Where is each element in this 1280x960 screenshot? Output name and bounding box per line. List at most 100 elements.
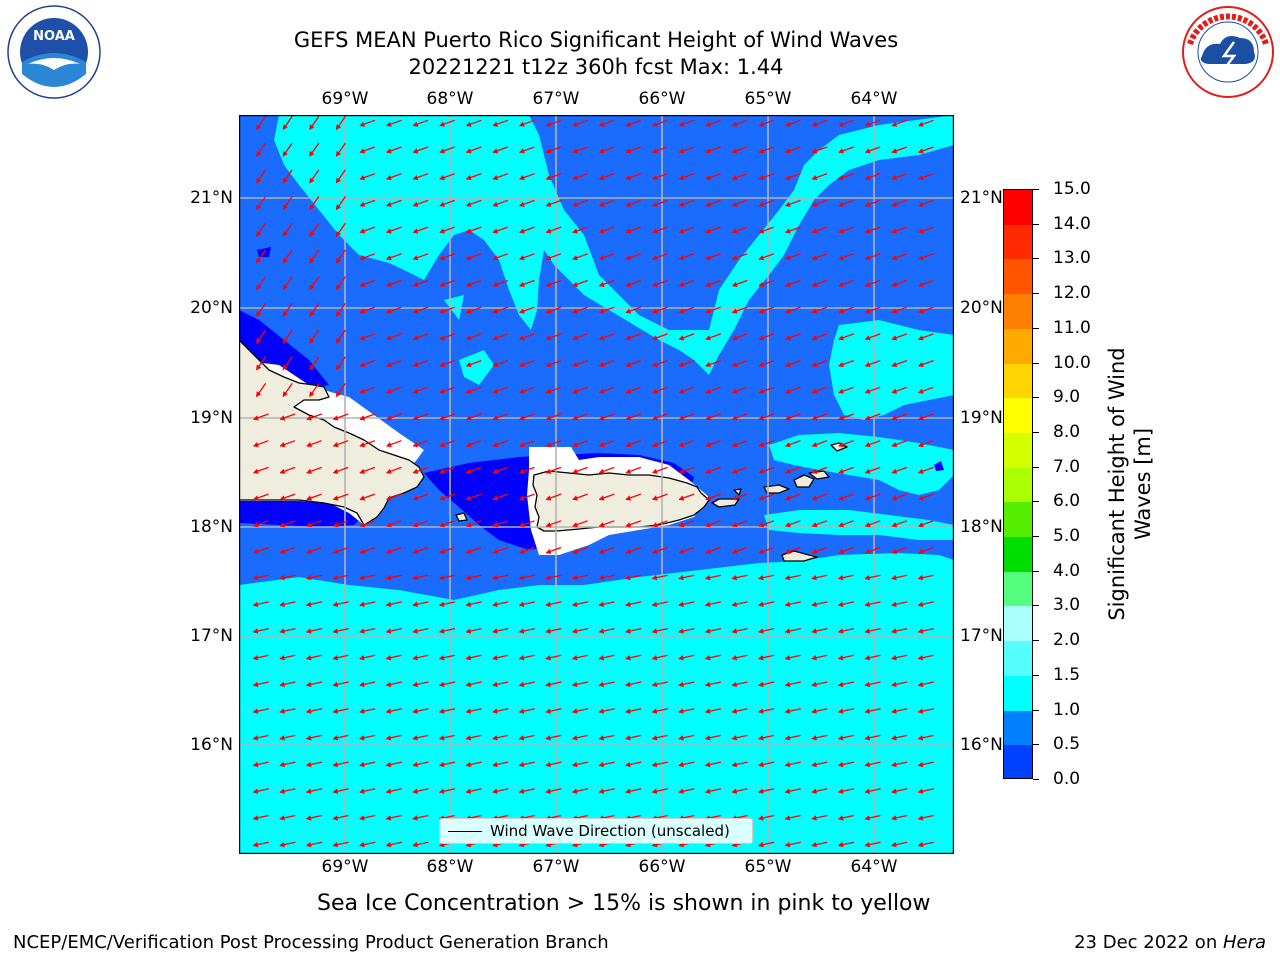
wave-arrow-head [412,308,419,314]
wave-arrow-head [811,735,817,741]
wave-arrow-head [758,201,765,207]
wave-arrow-head [891,441,898,448]
wave-arrow-head [439,148,445,154]
wave-arrow-head [305,628,312,634]
wave-arrow-head [598,574,605,581]
wave-arrow-head [572,174,578,181]
wave-arrow-head [518,601,525,608]
wave-arrow-head [917,601,924,608]
wave-arrow-head [438,601,445,608]
wave-arrow-head [864,841,871,848]
wave-arrow-head [864,121,871,127]
wave-arrow-head [545,495,552,501]
wave-arrow-head [891,228,898,234]
wave-arrow-head [625,228,632,234]
wave-arrow-head [758,174,765,181]
wave-arrow-head [256,150,262,157]
wave-arrow-head [545,281,552,288]
wave-arrow-head [731,335,738,341]
nws-logo [1182,6,1274,98]
wave-arrow-head [465,308,472,314]
wave-arrow-head [385,788,392,794]
wave-arrow-head [282,204,288,211]
wave-arrow-head [652,174,658,181]
wave-arrow-head [731,201,738,207]
wave-arrow-head [465,788,472,794]
wave-arrow-head [891,681,897,688]
wave-arrow-head [519,148,525,154]
wave-arrow-head [891,388,898,394]
wave-arrow-head [785,228,791,234]
wave-arrow-head [678,415,685,421]
colorbar-tick-label: 0.0 [1053,769,1081,789]
wave-arrow-head [838,335,844,341]
y-tick-right: 17°N [960,626,1003,646]
wave-arrow-head [545,654,551,661]
wave-arrow-head [598,628,605,634]
wave-arrow-head [412,201,419,207]
wave-arrow-head [439,415,445,421]
wave-arrow-head [811,468,818,474]
wave-arrow-head [651,735,658,741]
wave-arrow-head [918,388,924,394]
wave-arrow-head [545,601,551,608]
wave-arrow-head [492,654,498,661]
wave-arrow-head [305,601,312,608]
wave-arrow-head [335,311,342,317]
wave-arrow-head [891,148,898,154]
wave-arrow-head [678,121,685,127]
wave-arrow-head [678,228,685,234]
wave-arrow-head [279,788,285,794]
x-tick-top: 68°W [426,89,474,109]
wave-arrow-head [492,708,498,714]
wave-arrow-head [519,388,525,394]
wave-arrow-head [625,335,632,341]
wave-arrow-head [758,735,764,741]
wave-arrow-head [864,255,871,261]
colorbar-tick-label: 1.0 [1053,699,1081,720]
wave-arrow-head [412,468,419,474]
wave-arrow-head [891,308,898,314]
wave-arrow-head [838,308,844,314]
wave-arrow-head [705,281,711,288]
wave-arrow-head [891,281,898,288]
colorbar-tick-mark [1033,189,1039,190]
wave-arrow-head [758,708,764,714]
wave-arrow-head [811,495,818,501]
wave-arrow-head [811,788,817,794]
wave-arrow-head [359,601,365,608]
noaa-logo-text: NOAA [33,29,75,44]
wave-arrow-head [439,468,445,474]
colorbar-tick-label: 10.0 [1053,352,1091,373]
wave-arrow-head [252,601,259,608]
wave-arrow-head [492,468,499,474]
wave-arrow-head [785,548,791,555]
wave-arrow-head [784,841,791,848]
wave-arrow-head [598,228,605,234]
wave-arrow-head [335,230,342,237]
wave-arrow-head [545,628,551,634]
wave-arrow-head [864,522,871,528]
wave-arrow-head [439,495,445,501]
wave-arrow-head [864,281,871,288]
wave-arrow-head [864,681,871,688]
wave-arrow-head [731,735,738,741]
wave-arrow-head [864,735,871,741]
wave-arrow-head [758,628,764,634]
wave-arrow-head [359,441,366,448]
wind-wave-direction-arrows [252,116,934,848]
wave-arrow-head [704,574,711,581]
wave-arrow-head [678,201,685,207]
wave-arrow-head [758,495,765,501]
wave-arrow-head [758,468,765,474]
wave-arrow-head [545,788,551,794]
wave-arrow-head [256,177,262,184]
x-tick-bottom: 68°W [426,857,474,877]
wave-arrow-head [705,174,711,181]
wave-height-map [239,115,954,854]
colorbar-tick-label: 11.0 [1053,317,1091,338]
colorbar-tick-mark [1033,674,1039,676]
colorbar-tick-mark [1033,709,1039,711]
wave-arrow-head [519,174,525,181]
wave-arrow-head [438,708,445,714]
